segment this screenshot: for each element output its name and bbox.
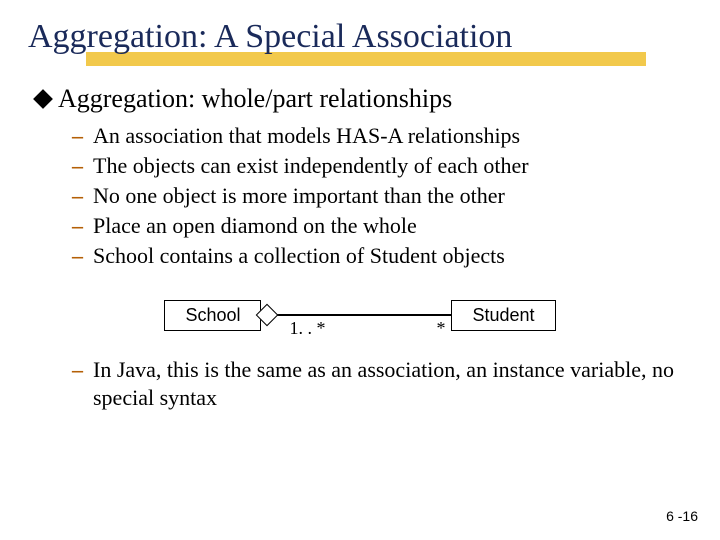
uml-box-student: Student — [451, 300, 555, 331]
title-block: Aggregation: A Special Association — [28, 18, 692, 56]
dash-icon: – — [72, 356, 83, 384]
sub-bullet: – In Java, this is the same as an associ… — [72, 356, 692, 412]
sub-bullet-text: In Java, this is the same as an associat… — [93, 356, 692, 412]
dash-icon: – — [72, 182, 83, 210]
sub-bullet-text: The objects can exist independently of e… — [93, 152, 529, 180]
sub-bullet: – The objects can exist independently of… — [72, 152, 692, 180]
sub-bullet-text: Place an open diamond on the whole — [93, 212, 417, 240]
uml-box-school: School — [164, 300, 261, 331]
sub-bullet: – School contains a collection of Studen… — [72, 242, 692, 270]
dash-icon: – — [72, 212, 83, 240]
sub-bullet-list: – An association that models HAS-A relat… — [72, 122, 692, 270]
dash-icon: – — [72, 242, 83, 270]
slide-number: 6 -16 — [666, 508, 698, 524]
dash-icon: – — [72, 122, 83, 150]
uml-connector: 1. . * * — [261, 314, 451, 316]
sub-bullet: – No one object is more important than t… — [72, 182, 692, 210]
foot-bullet-list: – In Java, this is the same as an associ… — [72, 356, 692, 412]
sub-bullet-text: No one object is more important than the… — [93, 182, 505, 210]
sub-bullet: – Place an open diamond on the whole — [72, 212, 692, 240]
slide: Aggregation: A Special Association Aggre… — [0, 0, 720, 540]
diamond-bullet-icon — [33, 89, 53, 109]
main-bullet-text: Aggregation: whole/part relationships — [58, 84, 452, 114]
dash-icon: – — [72, 152, 83, 180]
slide-title: Aggregation: A Special Association — [28, 18, 692, 56]
uml-diagram: School 1. . * * Student — [28, 288, 692, 342]
sub-bullet-text: An association that models HAS-A relatio… — [93, 122, 520, 150]
sub-bullet-text: School contains a collection of Student … — [93, 242, 505, 270]
multiplicity-right: * — [436, 318, 445, 339]
multiplicity-left: 1. . * — [289, 318, 325, 339]
main-bullet: Aggregation: whole/part relationships — [36, 84, 692, 114]
sub-bullet: – An association that models HAS-A relat… — [72, 122, 692, 150]
